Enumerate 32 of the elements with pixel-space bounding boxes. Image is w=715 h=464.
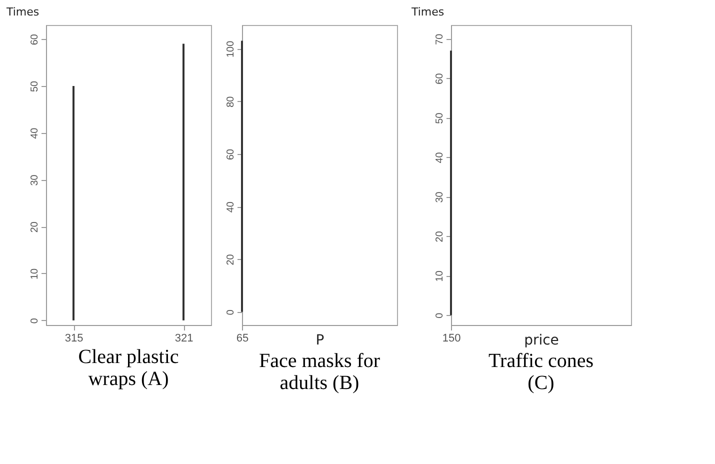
x-tick-label: 315 <box>64 332 84 344</box>
x-axis-title: price <box>524 332 559 348</box>
y-tick-label: 0 <box>434 312 446 318</box>
text: Clear plastic wraps (A) <box>78 346 179 390</box>
y-tick-label: 70 <box>434 33 446 45</box>
x-tick-label: 321 <box>174 332 194 344</box>
y-tick-label: 20 <box>434 230 446 242</box>
y-axis-title: Times <box>410 6 444 18</box>
y-tick-label: 60 <box>30 34 40 46</box>
y-tick-label: 30 <box>434 191 446 203</box>
y-tick-label: 40 <box>30 127 40 139</box>
y-tick-label: 30 <box>30 174 40 186</box>
y-tick-label: 40 <box>226 201 236 213</box>
y-tick-label: 20 <box>30 221 40 233</box>
y-tick-label: 60 <box>434 72 446 84</box>
y-tick-label: 60 <box>226 148 236 160</box>
y-tick-label: 10 <box>30 268 40 280</box>
text: Face masks for adults (B) <box>258 350 380 394</box>
y-tick-label: 50 <box>30 80 40 92</box>
y-tick-label: 10 <box>434 270 446 282</box>
y-axis-title: Times <box>6 6 40 18</box>
y-tick-label: 0 <box>30 318 40 324</box>
y-tick-label: 20 <box>226 254 236 266</box>
y-tick-label: 50 <box>434 112 446 124</box>
y-tick-label: 100 <box>226 40 236 58</box>
y-tick-label: 40 <box>434 152 446 164</box>
x-axis-title: P <box>316 332 324 348</box>
y-tick-label: 0 <box>226 309 236 316</box>
y-tick-label: 80 <box>226 96 236 108</box>
text: Traffic cones (C) <box>488 350 594 394</box>
x-tick-label: 65 <box>236 332 249 344</box>
x-tick-label: 150 <box>442 332 461 344</box>
